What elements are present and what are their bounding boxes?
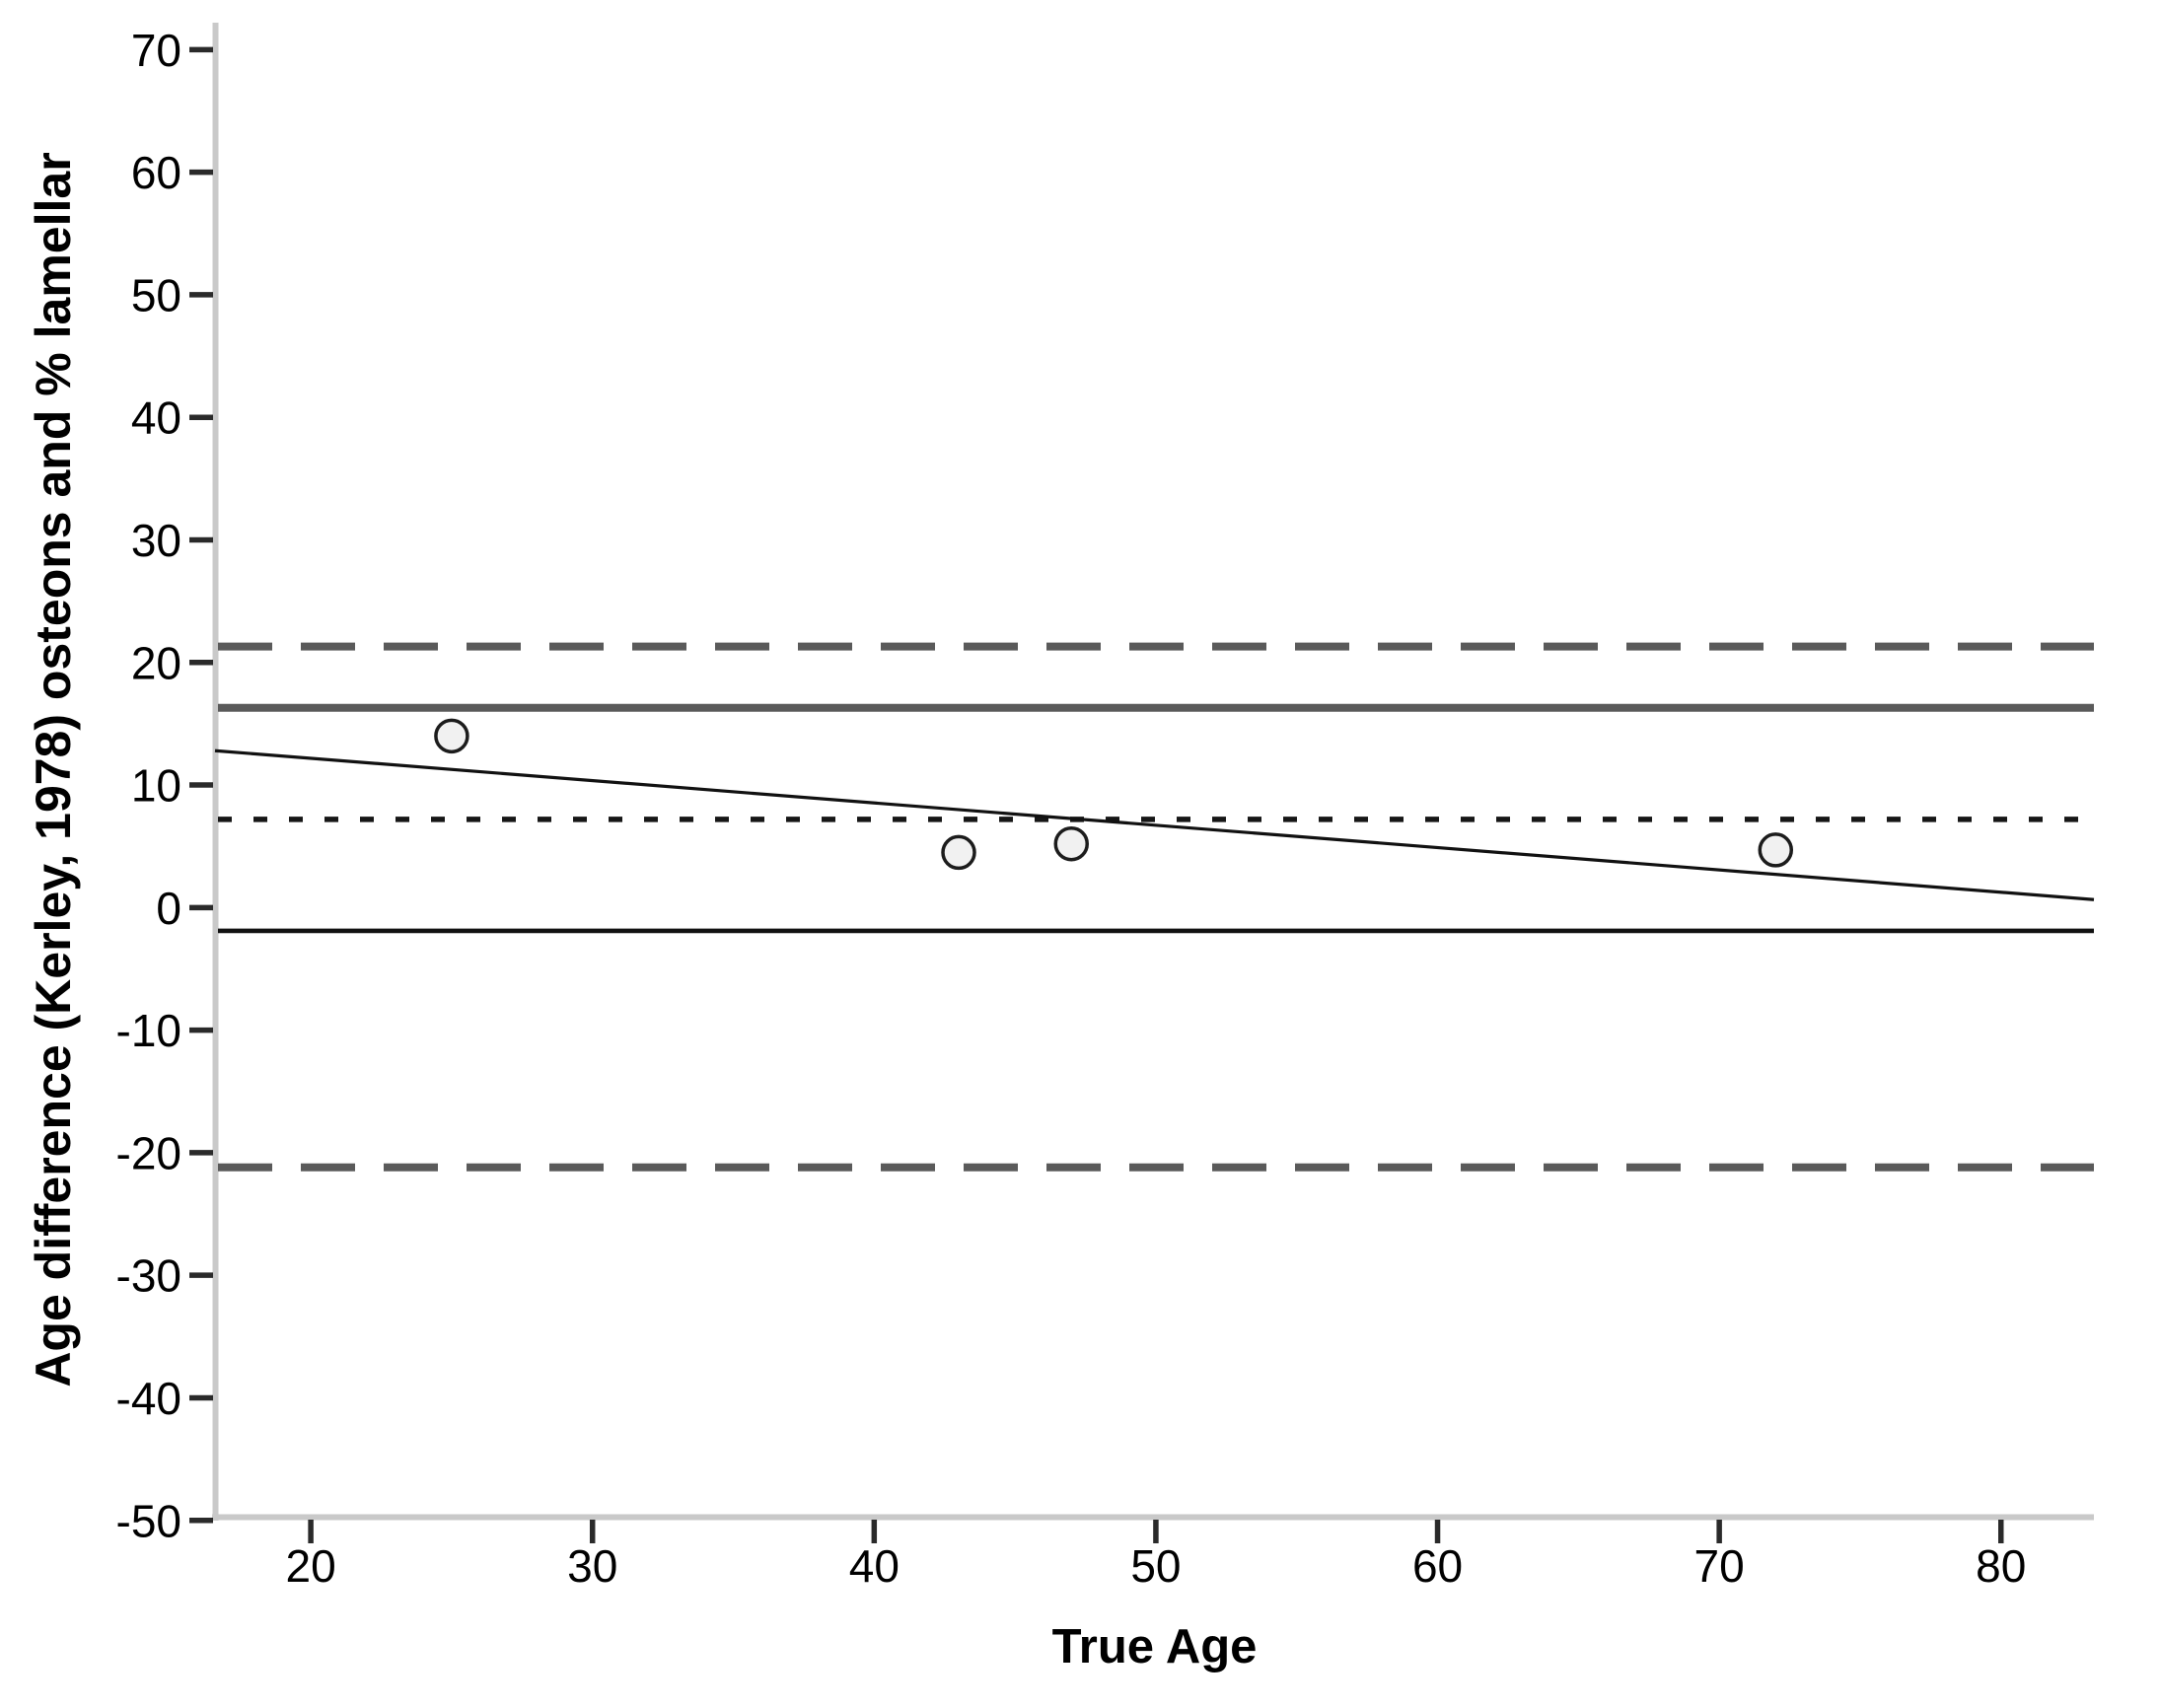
x-tick-label: 40 xyxy=(849,1540,900,1592)
y-tick-label: 60 xyxy=(131,147,181,198)
y-tick-label: 10 xyxy=(131,760,181,812)
data-point xyxy=(434,718,469,754)
x-tick-label: 60 xyxy=(1412,1540,1463,1592)
x-tick-label: 20 xyxy=(286,1540,336,1592)
y-tick-label: 40 xyxy=(131,392,181,444)
y-tick-label: 30 xyxy=(131,515,181,566)
y-tick-label: -40 xyxy=(116,1373,181,1424)
x-tick-label: 70 xyxy=(1694,1540,1745,1592)
data-point xyxy=(1053,825,1089,862)
y-tick-label: 20 xyxy=(131,637,181,688)
y-tick-label: 50 xyxy=(131,269,181,320)
y-tick-label: -30 xyxy=(116,1250,181,1302)
data-point xyxy=(1758,832,1794,868)
x-tick-label: 30 xyxy=(567,1540,617,1592)
y-tick-label: -50 xyxy=(116,1495,181,1546)
x-tick-label: 50 xyxy=(1130,1540,1181,1592)
y-axis-title: Age difference (Kerley, 1978) osteons an… xyxy=(26,152,81,1388)
data-point xyxy=(941,834,976,871)
y-tick-label: -10 xyxy=(116,1005,181,1056)
y-tick-label: 0 xyxy=(156,883,181,934)
regression-line xyxy=(214,748,2095,901)
y-tick-label: -20 xyxy=(116,1127,181,1178)
y-tick-label: 70 xyxy=(131,25,181,76)
x-axis-title: True Age xyxy=(1051,1620,1258,1673)
x-tick-label: 80 xyxy=(1976,1540,2026,1592)
